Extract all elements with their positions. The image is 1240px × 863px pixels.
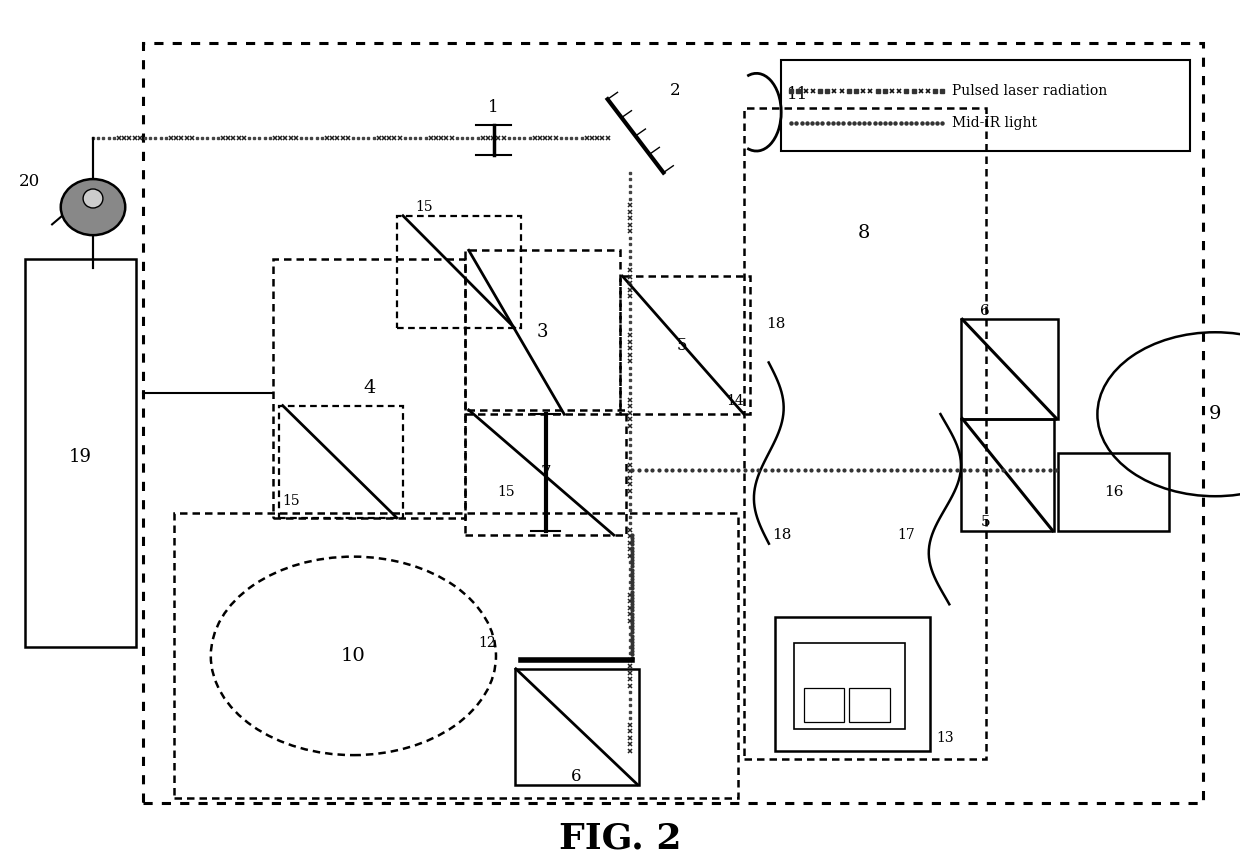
Text: 7: 7 [541, 463, 551, 481]
Bar [397, 216, 521, 328]
Text: 16: 16 [1104, 485, 1123, 499]
Text: 10: 10 [341, 647, 366, 665]
Text: 11: 11 [787, 86, 808, 104]
Text: 3: 3 [536, 324, 548, 341]
Bar [1058, 453, 1169, 531]
Bar [775, 617, 930, 751]
Bar [143, 43, 1203, 803]
Text: Mid-IR light: Mid-IR light [952, 116, 1038, 129]
Text: 9: 9 [1209, 406, 1221, 423]
Ellipse shape [83, 189, 103, 208]
Bar [25, 259, 136, 647]
Text: 2: 2 [670, 82, 681, 99]
Text: 15: 15 [415, 200, 433, 214]
Text: FIG. 2: FIG. 2 [559, 822, 681, 856]
Ellipse shape [61, 180, 125, 236]
Text: 5: 5 [981, 515, 991, 529]
Bar [273, 259, 465, 518]
Text: 6: 6 [980, 304, 990, 318]
Text: 8: 8 [858, 224, 870, 242]
Bar [781, 60, 1190, 151]
Bar [744, 108, 986, 759]
Text: 15: 15 [283, 494, 300, 507]
Bar [804, 688, 844, 722]
Text: 5: 5 [677, 337, 687, 354]
Text: 19: 19 [69, 449, 92, 466]
Bar [465, 410, 626, 535]
Bar [174, 513, 738, 798]
Bar [515, 669, 639, 785]
Bar [620, 276, 750, 414]
Text: 12: 12 [479, 636, 496, 650]
Text: Pulsed laser radiation: Pulsed laser radiation [952, 84, 1107, 98]
Bar [849, 688, 890, 722]
Text: 18: 18 [773, 528, 792, 542]
Bar [279, 406, 403, 518]
Bar [961, 419, 1054, 531]
Text: 6: 6 [572, 768, 582, 785]
Text: 18: 18 [766, 317, 786, 331]
Text: 20: 20 [19, 173, 40, 190]
Bar [794, 643, 905, 729]
Text: 1: 1 [489, 99, 498, 117]
Text: 14: 14 [727, 394, 744, 408]
Bar [961, 319, 1058, 419]
Text: 4: 4 [363, 380, 376, 397]
Text: 15: 15 [497, 485, 515, 499]
Text: 13: 13 [936, 731, 954, 745]
Bar [465, 250, 620, 414]
Text: 17: 17 [898, 528, 915, 542]
